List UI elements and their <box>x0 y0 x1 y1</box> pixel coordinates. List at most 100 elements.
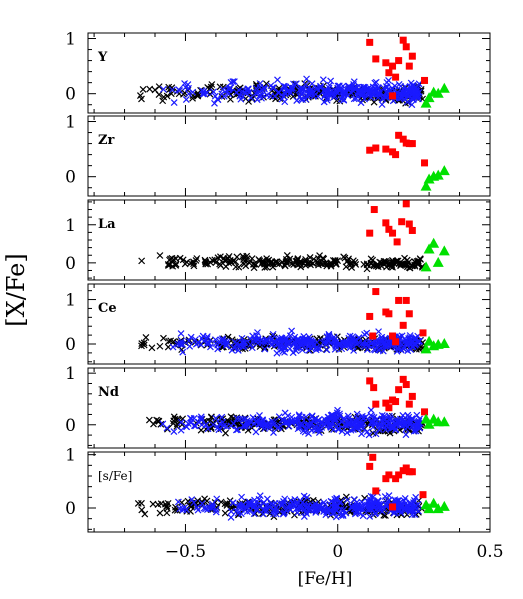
black-cross-point <box>332 260 340 268</box>
y-tick-label: 1 <box>65 291 76 311</box>
blue-cross-point-stroke <box>243 87 250 95</box>
blue-cross-point <box>363 87 371 95</box>
red-square-point <box>399 135 407 143</box>
black-cross-point <box>268 259 276 266</box>
black-cross-point <box>306 254 314 261</box>
black-cross-point-stroke <box>164 260 172 268</box>
red-square-point <box>366 229 374 237</box>
green-triangle-point <box>423 173 435 184</box>
black-cross-point-stroke <box>187 259 195 267</box>
blue-cross-point-stroke <box>374 85 382 92</box>
blue-cross-point-stroke <box>312 90 320 98</box>
black-cross-point-stroke <box>180 90 187 98</box>
black-cross-point-stroke <box>146 85 154 93</box>
red-square-point <box>395 57 403 65</box>
black-cross-point <box>211 256 219 264</box>
black-cross-point-stroke <box>224 333 232 341</box>
blue-cross-point <box>229 78 237 86</box>
red-square-point <box>402 200 410 208</box>
black-cross-point-stroke <box>250 260 258 268</box>
blue-cross-point-stroke <box>230 78 238 86</box>
blue-cross-point <box>288 86 296 94</box>
panel-label: Ce <box>98 301 117 316</box>
black-cross-point <box>345 255 352 263</box>
blue-cross-point-stroke <box>375 90 383 98</box>
blue-cross-point <box>350 95 358 103</box>
blue-cross-point <box>395 81 403 88</box>
black-cross-point-stroke <box>155 83 163 91</box>
black-cross-point-stroke <box>380 259 387 267</box>
black-cross-point-stroke <box>170 256 177 264</box>
black-cross-point <box>297 263 305 271</box>
black-cross-point <box>156 342 164 350</box>
blue-cross-point-stroke <box>357 99 365 107</box>
green-triangle-point <box>432 169 444 180</box>
blue-cross-point-stroke <box>170 99 178 107</box>
y-tick-label: 1 <box>65 216 76 236</box>
black-cross-point-stroke <box>411 262 419 270</box>
black-cross-point <box>317 260 325 268</box>
blue-cross-point <box>369 83 377 91</box>
black-cross-point <box>179 256 187 264</box>
black-cross-point-stroke <box>252 261 260 268</box>
black-cross-point <box>403 261 411 269</box>
black-cross-point-stroke <box>151 86 159 94</box>
black-cross-point-stroke <box>211 256 219 264</box>
blue-cross-point-stroke <box>160 85 167 93</box>
black-cross-point <box>417 256 424 263</box>
red-square-point <box>421 76 429 84</box>
black-cross-point <box>222 263 230 270</box>
panel-frame <box>87 199 491 281</box>
red-square-point <box>372 144 380 152</box>
black-cross-point-stroke <box>148 344 156 352</box>
blue-cross-point-stroke <box>303 75 310 83</box>
blue-cross-point <box>407 85 415 92</box>
red-square-point <box>382 59 390 67</box>
black-cross-point <box>193 255 201 262</box>
black-cross-point <box>319 254 327 262</box>
red-square-point <box>399 321 407 329</box>
blue-cross-point <box>384 86 392 94</box>
black-cross-point <box>164 260 172 268</box>
blue-cross-point-stroke <box>376 89 383 97</box>
black-cross-point-stroke <box>160 334 167 342</box>
black-cross-point-stroke <box>172 260 180 268</box>
black-cross-point-stroke <box>294 255 302 263</box>
black-cross-point <box>168 84 176 92</box>
blue-cross-point <box>306 91 314 99</box>
blue-cross-point-stroke <box>239 93 247 101</box>
black-cross-point-stroke <box>327 261 335 268</box>
blue-cross-point-stroke <box>407 85 415 92</box>
panel-frame <box>87 115 491 197</box>
black-cross-point <box>363 261 371 269</box>
blue-cross-point-stroke <box>412 92 419 100</box>
green-triangle-point <box>438 165 450 176</box>
black-cross-point-stroke <box>159 97 167 105</box>
black-cross-point-stroke <box>319 254 327 262</box>
blue-cross-point <box>283 88 291 96</box>
blue-cross-point <box>371 90 378 98</box>
red-square-point <box>419 329 427 337</box>
blue-cross-point <box>363 329 371 337</box>
black-cross-point-stroke <box>235 263 243 271</box>
black-cross-point-stroke <box>397 262 404 270</box>
black-cross-point <box>151 86 159 94</box>
red-square-point <box>372 288 380 296</box>
blue-cross-point-stroke <box>288 86 296 94</box>
red-square-point <box>382 219 390 227</box>
blue-cross-point <box>168 86 176 94</box>
black-cross-point-stroke <box>333 97 340 105</box>
red-square-point <box>389 229 397 237</box>
y-tick-label: 1 <box>65 364 76 384</box>
red-square-point <box>366 38 374 46</box>
red-square-point <box>402 296 410 304</box>
black-cross-point-stroke <box>223 256 231 264</box>
blue-cross-point <box>199 90 207 98</box>
black-cross-point <box>382 259 390 267</box>
black-cross-point-stroke <box>332 260 340 268</box>
black-cross-point-stroke <box>363 261 371 269</box>
blue-cross-point <box>256 80 264 87</box>
black-cross-point <box>217 253 224 261</box>
